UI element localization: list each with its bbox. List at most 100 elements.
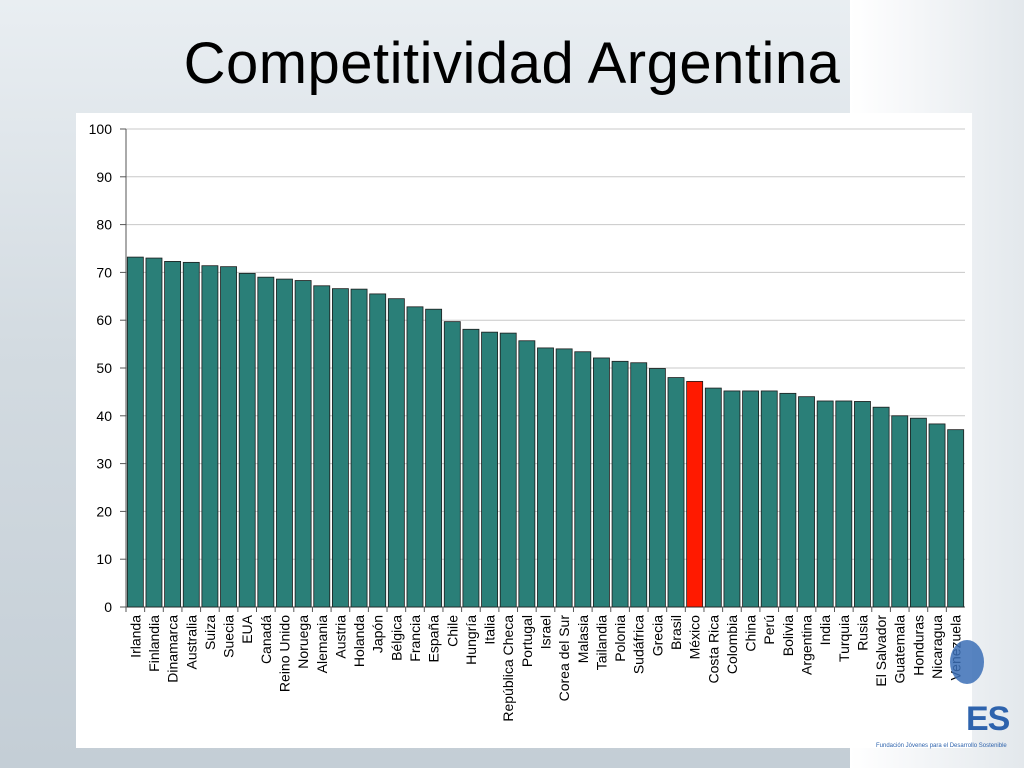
bar-eua bbox=[238, 272, 256, 608]
x-tick-label: China bbox=[743, 615, 759, 652]
bar-alemania bbox=[313, 285, 331, 608]
x-tick-label: Hungría bbox=[463, 615, 479, 665]
bar-japón bbox=[369, 293, 387, 608]
bar-finlandia bbox=[145, 257, 163, 608]
bar-brasil bbox=[667, 377, 685, 608]
bar-guatemala bbox=[891, 415, 909, 608]
bar-honduras bbox=[909, 417, 927, 608]
bar-turquia bbox=[835, 400, 853, 608]
bar-francia bbox=[406, 306, 424, 608]
x-tick-label: Rusia bbox=[854, 615, 870, 651]
x-tick-label: Sudáfrica bbox=[631, 615, 647, 674]
x-tick-label: El Salvador bbox=[873, 615, 889, 687]
bar-costa-rica bbox=[704, 387, 722, 608]
bar-nicaragua bbox=[928, 423, 946, 608]
x-tick-label: Suecia bbox=[221, 615, 237, 658]
y-tick-label: 10 bbox=[96, 551, 112, 567]
chart-panel: 0 10 20 30 40 50 60 70 80 90 100 Irlanda Finlandia Di… bbox=[76, 113, 972, 748]
y-tick-label: 90 bbox=[96, 169, 112, 185]
x-tick-label: Francia bbox=[407, 615, 423, 662]
x-tick-label: España bbox=[426, 615, 442, 663]
x-tick-label: Honduras bbox=[910, 615, 926, 676]
x-tick-label: EUA bbox=[239, 614, 255, 643]
x-tick-label: Malasia bbox=[575, 615, 591, 663]
x-tick-label: Argentina bbox=[799, 615, 815, 675]
bar-canadá bbox=[257, 276, 275, 608]
bar-rusia bbox=[854, 401, 871, 608]
x-tick-label: Australia bbox=[183, 615, 199, 670]
x-tick-label: Polonia bbox=[612, 615, 628, 662]
bar-bélgica bbox=[387, 298, 405, 608]
y-tick-label: 100 bbox=[89, 121, 113, 137]
bar-venezuela bbox=[947, 429, 965, 608]
x-tick-label: Noruega bbox=[295, 615, 311, 669]
x-tick-label: Japón bbox=[370, 615, 386, 653]
bar-malasia bbox=[574, 351, 592, 608]
bar-perú bbox=[760, 390, 778, 608]
x-tick-label: Reino Unido bbox=[276, 615, 292, 692]
x-tick-label: México bbox=[687, 615, 703, 660]
x-tick-label: Irlanda bbox=[127, 615, 143, 658]
x-tick-label: Chile bbox=[444, 615, 460, 647]
x-tick-label: Alemania bbox=[314, 615, 330, 674]
x-tick-label: Austria bbox=[332, 615, 348, 659]
x-tick-label: Israel bbox=[538, 615, 554, 649]
bar-bolivia bbox=[779, 392, 797, 608]
bar-hungría bbox=[462, 328, 480, 608]
slide-title: Competitividad Argentina bbox=[183, 31, 841, 96]
x-tick-label: Nicaragua bbox=[929, 615, 945, 679]
x-tick-label: Suiza bbox=[202, 615, 218, 650]
x-tick-label: Bélgica bbox=[388, 615, 404, 661]
bar-holanda bbox=[350, 288, 368, 608]
bar-corea-del-sur bbox=[555, 348, 573, 608]
bar-españa bbox=[425, 308, 443, 608]
y-tick-label: 60 bbox=[96, 312, 112, 328]
x-tick-label: Brasil bbox=[668, 615, 684, 650]
x-tick-label: Canadá bbox=[258, 615, 274, 664]
bar-suiza bbox=[201, 265, 219, 608]
bar-el-salvador bbox=[872, 406, 890, 608]
bar-tailandia bbox=[593, 357, 610, 608]
bar-china bbox=[742, 390, 760, 608]
bar-chart: 0 10 20 30 40 50 60 70 80 90 100 Irlanda Finlandia Di… bbox=[89, 121, 965, 722]
bar-reino-unido bbox=[276, 278, 293, 608]
y-tick-label: 50 bbox=[96, 360, 112, 376]
bar-noruega bbox=[294, 280, 312, 608]
logo-text: ES bbox=[966, 700, 1010, 738]
y-tick-label: 80 bbox=[96, 217, 112, 233]
x-tick-label: Perú bbox=[761, 615, 777, 645]
x-tick-label: Colombia bbox=[724, 615, 740, 674]
x-tick-label: República Checa bbox=[500, 615, 516, 722]
bar-portugal bbox=[518, 340, 536, 608]
y-tick-label: 70 bbox=[96, 264, 112, 280]
logo-icon bbox=[950, 640, 984, 684]
bar-grecia bbox=[648, 368, 666, 608]
logo-subtitle: Fundación Jóvenes para el Desarrollo Sos… bbox=[876, 743, 1007, 749]
bar-argentina bbox=[798, 396, 815, 608]
x-tick-label: Guatemala bbox=[892, 615, 908, 684]
bar-israel bbox=[537, 347, 554, 608]
bar-méxico bbox=[686, 380, 704, 608]
bar-chile bbox=[443, 321, 461, 608]
bar-italia bbox=[481, 331, 498, 608]
bar-polonia bbox=[611, 360, 629, 608]
bar-colombia bbox=[723, 390, 741, 608]
x-tick-label: Costa Rica bbox=[705, 615, 721, 684]
x-tick-label: Tailandia bbox=[593, 615, 609, 670]
y-tick-label: 20 bbox=[96, 503, 112, 519]
y-tick-label: 30 bbox=[96, 456, 112, 472]
x-tick-label: Holanda bbox=[351, 615, 367, 667]
x-tick-label: Turquia bbox=[836, 615, 852, 662]
bar-república-checa bbox=[499, 332, 517, 608]
x-tick-label: Dinamarca bbox=[165, 615, 181, 683]
bar-india bbox=[816, 400, 834, 608]
x-tick-label: Corea del Sur bbox=[556, 615, 572, 702]
bar-australia bbox=[182, 261, 200, 608]
y-tick-label: 0 bbox=[104, 599, 112, 615]
bar-austria bbox=[331, 288, 349, 608]
x-tick-label: Bolivia bbox=[780, 615, 796, 656]
y-tick-label: 40 bbox=[96, 408, 112, 424]
x-tick-label: Portugal bbox=[519, 615, 535, 667]
x-tick-label: India bbox=[817, 615, 833, 646]
bar-sudáfrica bbox=[630, 362, 648, 608]
